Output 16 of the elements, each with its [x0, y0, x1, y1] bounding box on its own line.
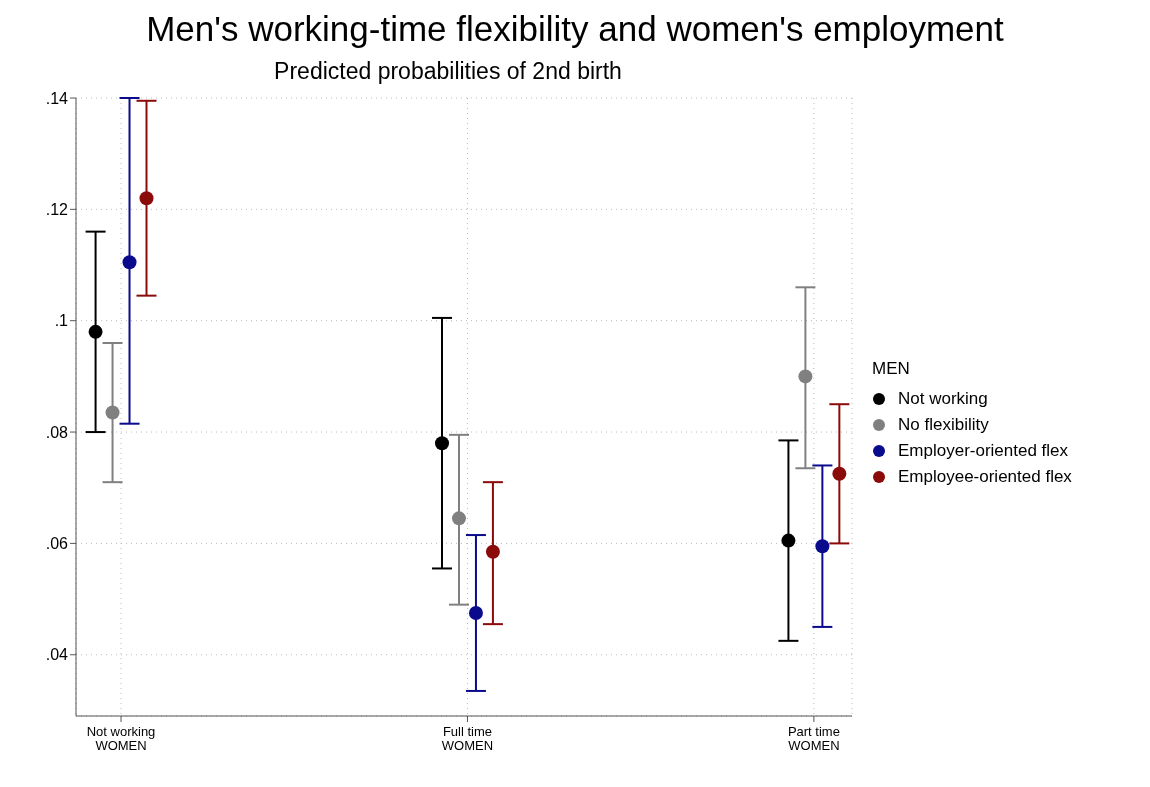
y-tick-label: .06 — [45, 535, 69, 553]
legend-label: Employer-oriented flex — [898, 441, 1069, 461]
x-tick-label: Full time WOMEN — [441, 724, 494, 753]
legend-title: MEN — [872, 359, 911, 379]
y-tick-label: .04 — [45, 646, 69, 664]
legend-label: No flexibility — [898, 415, 989, 435]
chart-subtitle: Predicted probabilities of 2nd birth — [273, 57, 623, 86]
y-tick-label: .1 — [54, 312, 69, 330]
x-tick-label: Not working WOMEN — [86, 724, 156, 753]
y-tick-label: .12 — [45, 201, 69, 219]
x-tick-label: Part time WOMEN — [787, 724, 840, 753]
legend-label: Not working — [898, 389, 988, 409]
chart-title: Men's working-time flexibility and women's employment — [145, 8, 1005, 50]
legend-label: Employee-oriented flex — [898, 467, 1072, 487]
y-tick-label: .08 — [45, 423, 69, 441]
y-tick-label: .14 — [45, 89, 69, 107]
